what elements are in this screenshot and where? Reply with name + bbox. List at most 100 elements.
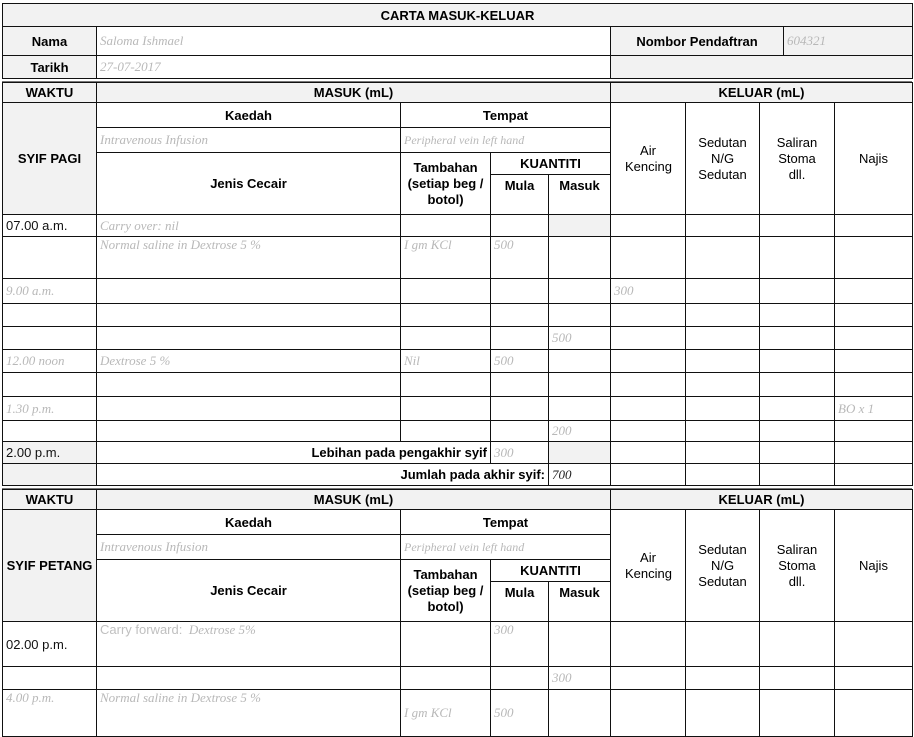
fluid-type-cell[interactable] — [96, 278, 401, 304]
start-qty-cell[interactable] — [490, 214, 549, 237]
urine-cell[interactable]: 300 — [610, 278, 686, 304]
stool-cell[interactable] — [834, 349, 913, 373]
ng-suction-cell[interactable] — [685, 303, 760, 327]
ng-suction-cell[interactable] — [685, 326, 760, 350]
additive-cell[interactable] — [400, 420, 491, 442]
ng-suction-cell[interactable] — [685, 666, 760, 690]
additive-cell[interactable]: Nil — [400, 349, 491, 373]
time-cell[interactable]: 1.30 p.m. — [2, 396, 97, 421]
start-qty-cell[interactable] — [490, 372, 549, 397]
intake-qty-cell[interactable]: 200 — [548, 420, 611, 442]
ng-suction-cell[interactable] — [685, 372, 760, 397]
fluid-type-cell[interactable]: Carry over: nil — [96, 214, 401, 237]
stool-cell[interactable] — [834, 326, 913, 350]
fluid-type-cell[interactable] — [96, 666, 401, 690]
fluid-type-cell[interactable] — [96, 326, 401, 350]
time-cell[interactable]: 4.00 p.m. — [2, 689, 97, 737]
additive-cell[interactable] — [400, 621, 491, 667]
time-cell[interactable]: 02.00 p.m. — [2, 621, 97, 667]
kaedah-field[interactable]: Intravenous Infusion — [96, 127, 401, 153]
urine-cell[interactable] — [610, 303, 686, 327]
intake-qty-cell[interactable] — [548, 236, 611, 279]
start-qty-cell[interactable] — [490, 278, 549, 304]
fluid-type-cell[interactable]: Normal saline in Dextrose 5 % — [96, 689, 401, 737]
start-qty-cell[interactable]: 500 — [490, 236, 549, 279]
intake-qty-cell[interactable] — [548, 621, 611, 667]
stool-cell[interactable] — [834, 420, 913, 442]
fluid-type-cell[interactable] — [96, 396, 401, 421]
stool-cell[interactable] — [834, 621, 913, 667]
urine-cell[interactable] — [610, 689, 686, 737]
stoma-drainage-cell[interactable] — [759, 236, 835, 279]
stool-cell[interactable] — [834, 303, 913, 327]
stool-cell[interactable] — [834, 689, 913, 737]
stool-cell[interactable] — [834, 214, 913, 237]
time-cell[interactable] — [2, 420, 97, 442]
stoma-drainage-cell[interactable] — [759, 666, 835, 690]
urine-cell[interactable] — [610, 372, 686, 397]
ng-suction-cell[interactable] — [685, 621, 760, 667]
stoma-drainage-cell[interactable] — [759, 303, 835, 327]
stoma-drainage-cell[interactable] — [759, 621, 835, 667]
start-qty-cell[interactable]: 500 — [490, 689, 549, 737]
stoma-drainage-cell[interactable] — [759, 396, 835, 421]
time-cell[interactable]: 12.00 noon — [2, 349, 97, 373]
ng-suction-cell[interactable] — [685, 349, 760, 373]
additive-cell[interactable] — [400, 372, 491, 397]
additive-cell[interactable]: I gm KCl — [400, 236, 491, 279]
time-cell[interactable]: 9.00 a.m. — [2, 278, 97, 304]
additive-cell[interactable] — [400, 214, 491, 237]
intake-qty-cell[interactable] — [548, 689, 611, 737]
urine-cell[interactable] — [610, 349, 686, 373]
intake-qty-cell[interactable]: 500 — [548, 326, 611, 350]
additive-cell[interactable] — [400, 278, 491, 304]
fluid-type-cell[interactable] — [96, 420, 401, 442]
registration-field[interactable]: 604321 — [782, 26, 914, 56]
start-qty-cell[interactable] — [490, 420, 549, 442]
intake-qty-cell[interactable] — [548, 372, 611, 397]
start-qty-cell[interactable] — [490, 326, 549, 350]
time-cell[interactable] — [2, 236, 97, 279]
urine-cell[interactable] — [610, 396, 686, 421]
intake-qty-cell[interactable] — [548, 278, 611, 304]
stoma-drainage-cell[interactable] — [759, 420, 835, 442]
intake-qty-cell[interactable] — [548, 214, 611, 237]
fluid-type-cell[interactable] — [96, 303, 401, 327]
urine-cell[interactable] — [610, 420, 686, 442]
additive-cell[interactable] — [400, 396, 491, 421]
additive-cell[interactable]: I gm KCl — [400, 689, 491, 737]
time-cell[interactable] — [2, 326, 97, 350]
stoma-drainage-cell[interactable] — [759, 326, 835, 350]
fluid-type-cell[interactable]: Normal saline in Dextrose 5 % — [96, 236, 401, 279]
name-field[interactable]: Saloma Ishmael — [96, 26, 611, 56]
surplus-value[interactable]: 300 — [490, 441, 549, 464]
date-field[interactable]: 27-07-2017 — [96, 55, 611, 79]
ng-suction-cell[interactable] — [685, 420, 760, 442]
stoma-drainage-cell[interactable] — [759, 278, 835, 304]
start-qty-cell[interactable]: 300 — [490, 621, 549, 667]
urine-cell[interactable] — [610, 214, 686, 237]
additive-cell[interactable] — [400, 326, 491, 350]
intake-qty-cell[interactable]: 300 — [548, 666, 611, 690]
start-qty-cell[interactable] — [490, 396, 549, 421]
ng-suction-cell[interactable] — [685, 236, 760, 279]
urine-cell[interactable] — [610, 236, 686, 279]
ng-suction-cell[interactable] — [685, 689, 760, 737]
urine-cell[interactable] — [610, 621, 686, 667]
additive-cell[interactable] — [400, 666, 491, 690]
tempat-field[interactable]: Peripheral vein left hand — [400, 127, 611, 153]
stoma-drainage-cell[interactable] — [759, 689, 835, 737]
intake-qty-cell[interactable] — [548, 303, 611, 327]
total-value[interactable]: 700 — [548, 463, 611, 486]
start-qty-cell[interactable] — [490, 666, 549, 690]
stool-cell[interactable]: BO x 1 — [834, 396, 913, 421]
fluid-type-cell[interactable]: Carry forward: Dextrose 5% — [96, 621, 401, 667]
fluid-type-cell[interactable] — [96, 372, 401, 397]
urine-cell[interactable] — [610, 326, 686, 350]
stoma-drainage-cell[interactable] — [759, 214, 835, 237]
time-cell[interactable] — [2, 303, 97, 327]
stool-cell[interactable] — [834, 372, 913, 397]
additive-cell[interactable] — [400, 303, 491, 327]
stool-cell[interactable] — [834, 666, 913, 690]
time-cell[interactable] — [2, 666, 97, 690]
